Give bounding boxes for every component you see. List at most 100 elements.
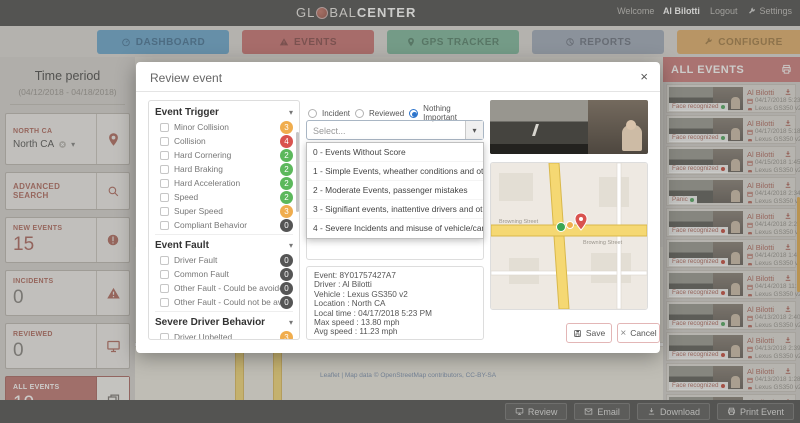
checkbox[interactable] [160,255,169,265]
download-icon[interactable] [784,243,792,251]
event-list-item[interactable]: Al Bilotti 04/13/2018 1:28 PM Lexus GS35… [666,363,800,392]
new-events-card[interactable]: NEW EVENTS 15 [5,217,130,263]
chevron-down-icon[interactable]: ▾ [71,140,76,149]
download-icon[interactable] [784,212,792,220]
review-button[interactable]: Review [504,403,568,420]
event-list-item[interactable]: Al Bilotti 04/17/2018 5:23 PM Lexus GS35… [666,84,800,113]
checklist-item[interactable]: Common Fault 0 [155,267,293,281]
panel-scrollbar[interactable] [797,197,800,292]
radio-reviewed[interactable] [355,108,365,118]
tab-configure[interactable]: CONFIGURE [677,30,800,54]
driver-name: Al Bilotti [747,274,775,283]
checkbox[interactable] [160,150,169,160]
count-badge: 0 [280,295,293,309]
count-badge: 4 [280,134,293,148]
driver-name: Al Bilotti [747,243,775,252]
checklist-item[interactable]: Driver Unbelted 3 [155,330,293,339]
checkbox[interactable] [160,178,169,188]
tab-events[interactable]: EVENTS [242,30,374,54]
event-list-item[interactable]: Al Bilotti 04/14/2018 2:34 PM Lexus GS35… [666,177,800,206]
event-list-item[interactable]: Al Bilotti 04/17/2018 5:18 PM Lexus GS35… [666,115,800,144]
event-location-map[interactable]: Browning Street Browning Street [490,162,648,310]
save-button[interactable]: Save [566,323,612,343]
detail-avg-speed: Avg speed : 11.23 mph [314,327,398,337]
checkbox[interactable] [160,164,169,174]
advanced-search-card[interactable]: ADVANCED SEARCH [5,172,130,210]
download-icon[interactable] [784,274,792,282]
dropdown-option[interactable]: 4 - Severe Incidents and misuse of vehic… [313,223,483,233]
tab-reports[interactable]: REPORTS [532,30,664,54]
search-button[interactable] [96,173,129,209]
dropdown-option[interactable]: 0 - Events Without Score [307,143,483,162]
checkbox[interactable] [160,122,169,132]
warning-triangle-icon [106,287,120,298]
checklist-item[interactable]: Hard Braking 2 [155,162,293,176]
checkbox[interactable] [160,269,169,279]
incidents-card[interactable]: INCIDENTS 0 [5,270,130,316]
map-marker-yellow [566,221,574,229]
tab-gps-tracker[interactable]: GPS TRACKER [387,30,519,54]
dropdown-option[interactable]: 2 - Moderate Events, passenger mistakes [307,181,483,200]
download-icon[interactable] [784,305,792,313]
checklist-item[interactable]: Speed 2 [155,190,293,204]
checklist-section-header[interactable]: Severe Driver Behavior ▾ [155,316,293,328]
checklist-item[interactable]: Collision 4 [155,134,293,148]
checklist-item[interactable]: Minor Collision 3 [155,120,293,134]
settings-link[interactable]: Settings [747,6,792,16]
download-button[interactable]: Download [636,403,710,420]
locate-button[interactable] [96,114,129,164]
download-icon[interactable] [784,150,792,158]
checkbox[interactable] [160,136,169,146]
download-icon[interactable] [784,181,792,189]
cancel-button[interactable]: × Cancel [617,323,660,343]
checklist-section-header[interactable]: Event Trigger ▾ [155,106,293,118]
download-icon[interactable] [784,398,792,400]
download-icon[interactable] [784,119,792,127]
download-icon [648,408,655,415]
event-list-item[interactable]: Al Bilotti 04/15/2018 1:45 PM Lexus GS35… [666,146,800,175]
checklist-item[interactable]: Super Speed 3 [155,204,293,218]
print-event-button[interactable]: Print Event [716,403,794,420]
checklist-section-header[interactable]: Event Fault ▾ [155,239,293,251]
checkbox[interactable] [160,220,169,230]
event-list-item[interactable]: Al Bilotti 04/14/2018 2:28 PM Lexus GS35… [666,208,800,237]
event-list-item[interactable]: Al Bilotti 04/14/2018 11:38 AM Lexus GS3… [666,270,800,299]
checklist-item[interactable]: Other Fault - Could be avoided 0 [155,281,293,295]
print-icon[interactable] [781,64,792,75]
calendar-icon [747,346,753,352]
email-button[interactable]: Email [574,403,630,420]
checkbox[interactable] [160,332,169,339]
incidents-label: INCIDENTS [13,277,54,285]
clear-icon[interactable] [58,140,67,149]
event-list-item[interactable]: Al Bilotti 04/13/2018 2:39 PM Lexus GS35… [666,332,800,361]
checkbox[interactable] [160,206,169,216]
download-icon[interactable] [784,336,792,344]
radio-nothing-important[interactable] [409,108,419,118]
event-list-item[interactable]: Al Bilotti 04/14/2018 1:44 PM Lexus GS35… [666,239,800,268]
download-icon[interactable] [784,88,792,96]
checklist-item[interactable]: Driver Fault 0 [155,253,293,267]
checklist-scrollbar[interactable] [296,132,299,212]
checklist-item[interactable]: Compliant Behavior 0 [155,218,293,232]
region-select[interactable]: North CA [13,139,55,150]
checkbox[interactable] [160,297,169,307]
dropdown-option[interactable]: 3 - Signifiant events, inattentive drive… [307,200,483,219]
checklist-item[interactable]: Hard Cornering 2 [155,148,293,162]
chevron-down-icon[interactable]: ▾ [465,121,483,139]
checkbox[interactable] [160,283,169,293]
tab-dashboard[interactable]: DASHBOARD [97,30,229,54]
score-select[interactable]: Select... ▾ [306,120,484,140]
event-video-preview[interactable] [490,100,648,154]
event-list-item[interactable]: Al Bilotti [666,394,796,400]
status-dot [720,353,725,357]
download-icon[interactable] [784,367,792,375]
dropdown-option[interactable]: 1 - Simple Events, wheather conditions a… [307,162,483,181]
checkbox[interactable] [160,192,169,202]
reviewed-card[interactable]: REVIEWED 0 [5,323,130,369]
event-list-item[interactable]: Al Bilotti 04/13/2018 2:40 PM Lexus GS35… [666,301,800,330]
logout-link[interactable]: Logout [709,6,738,16]
checklist-item[interactable]: Hard Acceleration 2 [155,176,293,190]
close-icon[interactable]: × [640,69,648,84]
radio-incident[interactable] [308,108,317,118]
